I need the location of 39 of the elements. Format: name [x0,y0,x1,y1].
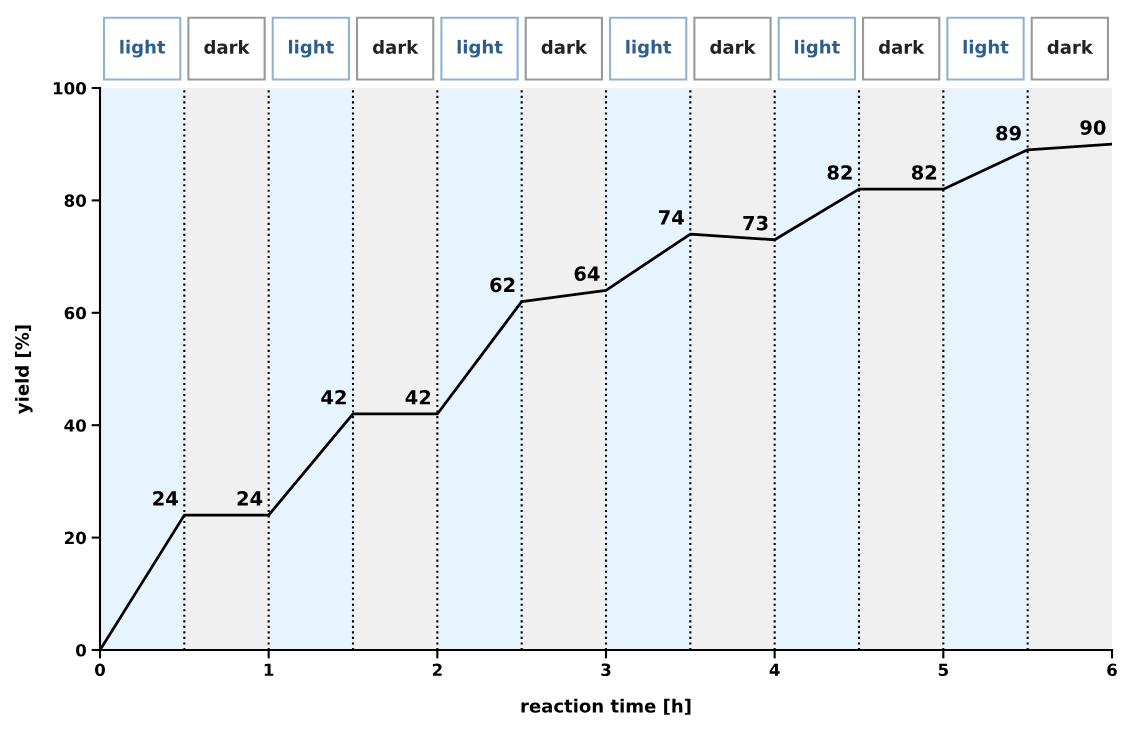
data-label: 82 [911,165,937,180]
data-label: 24 [153,491,178,506]
data-label: 64 [574,266,600,281]
x-tick-label: 4 [769,663,780,676]
x-axis-title: reaction time [h] [521,698,691,715]
data-label: 24 [237,491,263,506]
data-label: 82 [827,165,852,180]
data-label: 90 [1080,120,1106,135]
band-label: light [457,39,503,58]
data-label: 73 [743,215,768,231]
y-axis-title: yield [%] [14,325,33,414]
data-label: 74 [659,210,684,225]
x-tick-label: 2 [432,663,442,676]
band-label: dark [541,39,588,54]
band-label: dark [1047,39,1094,54]
data-label: 42 [321,389,346,405]
band-label: dark [204,39,250,54]
x-tick-label: 5 [938,663,948,677]
band-label: light [120,39,166,58]
y-tick-label: 60 [64,306,87,320]
band-label: dark [372,39,419,54]
band-label: dark [878,39,925,54]
data-label: 42 [405,389,431,405]
data-label: 62 [490,277,515,293]
band-label: dark [710,39,756,54]
y-tick-label: 0 [76,643,87,657]
band-label: light [626,39,672,58]
y-tick-label: 100 [53,81,87,95]
x-tick-label: 1 [264,663,274,676]
x-tick-label: 6 [1107,663,1117,677]
data-label: 89 [996,125,1021,141]
band-label: light [963,39,1009,58]
band-label: light [288,39,334,58]
y-tick-label: 40 [64,419,87,432]
y-tick-label: 80 [64,194,87,207]
x-tick-label: 0 [95,663,105,677]
band-label: light [794,39,840,58]
y-tick-label: 20 [64,531,87,545]
x-tick-label: 3 [601,663,611,677]
